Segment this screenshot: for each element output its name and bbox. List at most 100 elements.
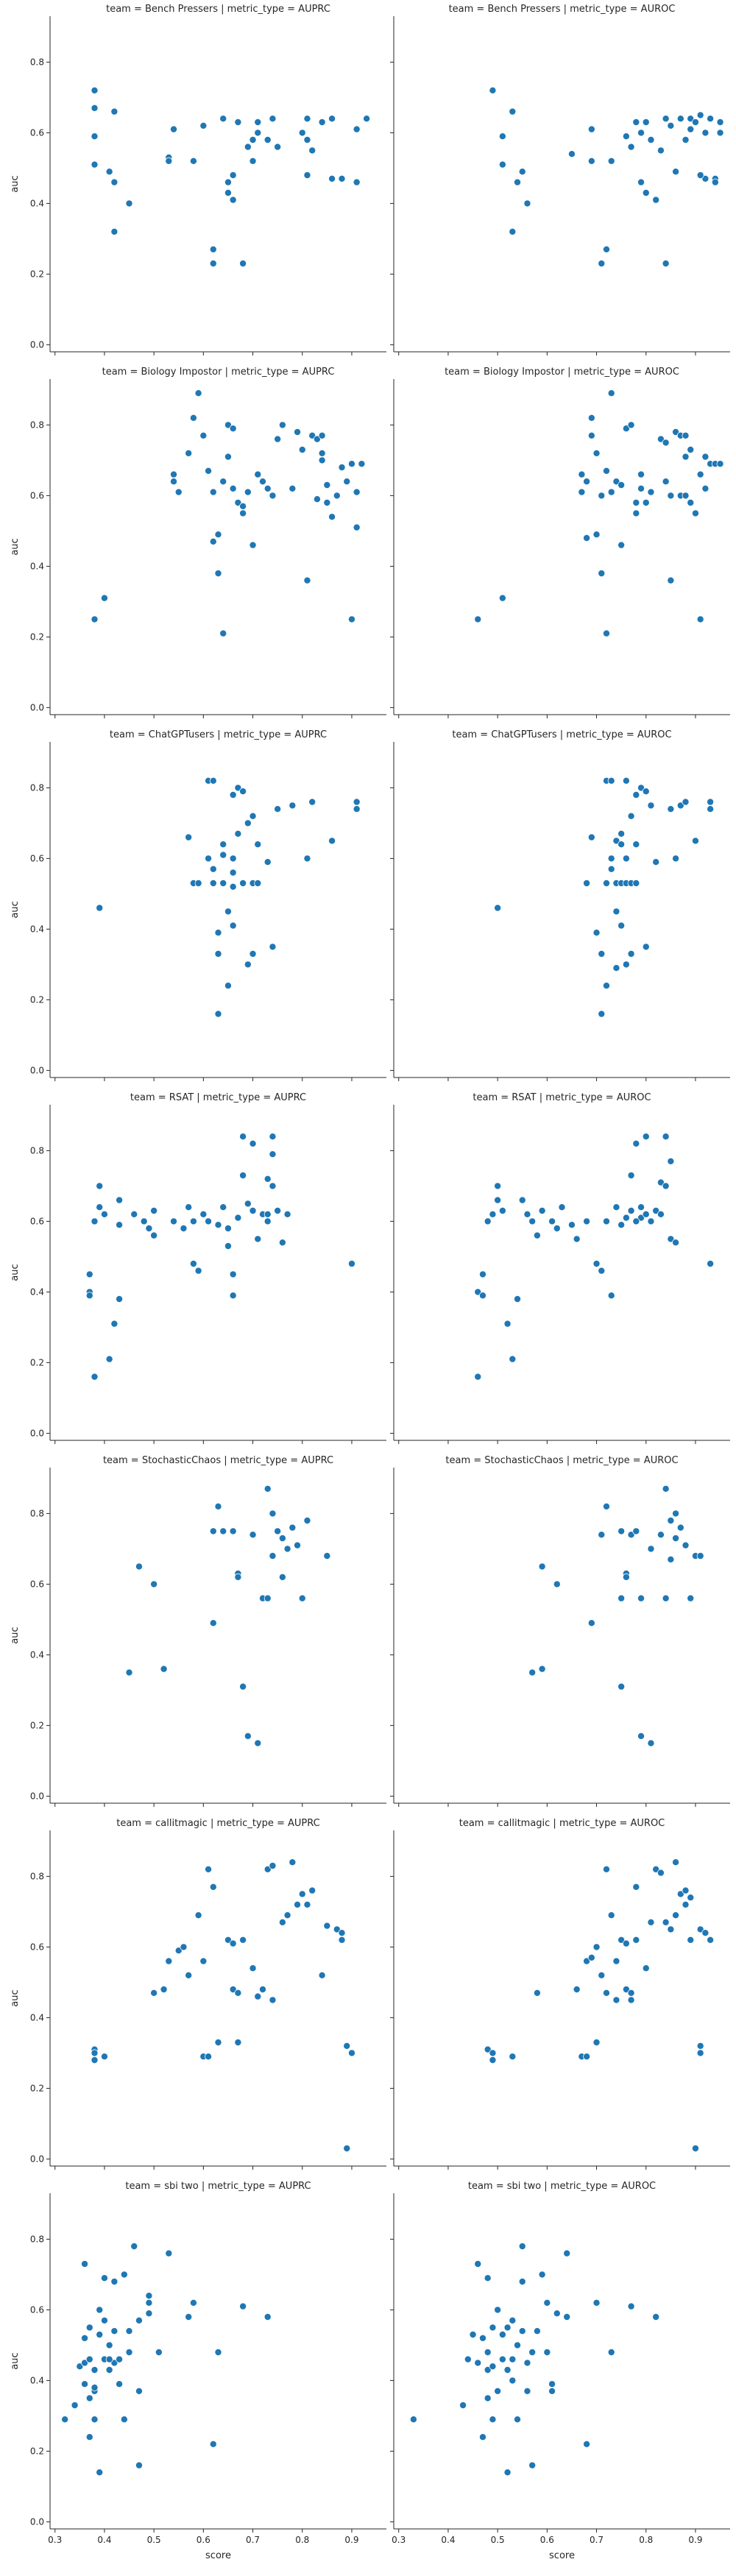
y-tick-label: 0.0: [30, 1791, 44, 1801]
data-point: [239, 1133, 247, 1141]
facet-panel: team = callitmagic | metric_type = AUPRC…: [10, 1818, 386, 2170]
data-point: [303, 135, 311, 144]
data-point: [612, 1957, 620, 1965]
data-point: [627, 2302, 635, 2310]
data-point: [667, 805, 675, 813]
data-point: [224, 188, 232, 197]
data-point: [234, 1573, 242, 1581]
data-point: [607, 389, 615, 397]
data-point: [622, 854, 630, 863]
data-point: [637, 1203, 645, 1211]
y-tick-label: 0.0: [30, 2154, 44, 2164]
data-point: [662, 1594, 670, 1602]
data-point: [691, 837, 699, 845]
data-point: [667, 1516, 675, 1524]
data-point: [632, 1936, 640, 1944]
data-point: [263, 1594, 272, 1602]
data-point: [116, 1221, 124, 1229]
data-point: [254, 129, 262, 137]
data-point: [578, 470, 586, 478]
data-point: [96, 904, 104, 912]
data-point: [553, 1225, 561, 1233]
data-point: [244, 960, 252, 969]
data-point: [76, 2363, 84, 2371]
data-point: [602, 880, 610, 888]
data-point: [229, 196, 237, 204]
data-point: [174, 1947, 183, 1955]
data-point: [662, 439, 670, 447]
data-point: [543, 2348, 551, 2356]
data-point: [503, 2324, 512, 2332]
data-point: [489, 1210, 497, 1218]
y-tick-label: 0.6: [30, 1579, 44, 1589]
data-point: [553, 2310, 561, 2318]
data-point: [474, 2359, 482, 2367]
data-point: [622, 1985, 630, 1993]
data-point: [170, 478, 178, 486]
data-point: [239, 1682, 247, 1691]
panel-title: team = sbi two | metric_type = AUROC: [468, 2181, 656, 2192]
data-point: [338, 1929, 346, 1937]
data-point: [538, 1563, 546, 1571]
data-point: [244, 1200, 252, 1208]
data-point: [120, 2271, 128, 2279]
data-point: [81, 2380, 89, 2388]
data-point: [229, 1292, 237, 1300]
data-point: [518, 2277, 526, 2285]
y-tick-label: 0.6: [30, 490, 44, 500]
data-point: [249, 950, 257, 958]
data-point: [229, 1527, 237, 1535]
data-point: [687, 115, 695, 123]
data-point: [598, 1267, 606, 1275]
data-point: [224, 453, 232, 461]
data-point: [676, 1524, 684, 1532]
data-point: [607, 1292, 615, 1300]
facet-panel: team = RSAT | metric_type = AUROC: [390, 1092, 730, 1444]
data-point: [618, 481, 626, 489]
data-point: [523, 2359, 531, 2367]
data-point: [199, 1210, 208, 1218]
data-point: [558, 1203, 566, 1211]
data-point: [587, 125, 595, 133]
data-point: [263, 1217, 272, 1225]
data-point: [249, 157, 257, 165]
data-point: [528, 1217, 537, 1225]
data-point: [672, 168, 680, 176]
data-point: [687, 125, 695, 133]
data-point: [219, 478, 227, 486]
data-point: [209, 865, 217, 873]
x-tick-label: 0.8: [295, 2535, 309, 2545]
data-point: [622, 960, 630, 969]
data-point: [607, 2348, 615, 2356]
data-point: [194, 880, 202, 888]
data-point: [189, 2299, 197, 2307]
data-point: [205, 2053, 213, 2061]
data-point: [96, 2469, 104, 2477]
data-point: [229, 171, 237, 179]
data-point: [160, 1665, 168, 1673]
data-point: [239, 2302, 247, 2310]
data-point: [125, 2327, 133, 2335]
data-point: [464, 2355, 472, 2363]
data-point: [269, 1996, 277, 2004]
data-point: [205, 854, 213, 863]
data-point: [199, 121, 208, 130]
data-point: [676, 115, 684, 123]
data-point: [274, 1207, 282, 1215]
data-point: [125, 1669, 133, 1677]
data-point: [189, 1217, 197, 1225]
data-point: [313, 435, 321, 443]
x-tick-label: 0.6: [197, 2535, 210, 2545]
data-point: [209, 537, 217, 545]
data-point: [219, 629, 227, 637]
data-point: [494, 904, 502, 912]
data-point: [205, 1217, 213, 1225]
data-point: [165, 157, 173, 165]
data-point: [239, 502, 247, 510]
y-tick-label: 0.8: [30, 1145, 44, 1156]
y-axis-label: auc: [10, 1627, 21, 1643]
y-tick-label: 0.2: [30, 1720, 44, 1730]
data-point: [269, 1861, 277, 1869]
data-point: [607, 157, 615, 165]
data-point: [353, 523, 361, 531]
